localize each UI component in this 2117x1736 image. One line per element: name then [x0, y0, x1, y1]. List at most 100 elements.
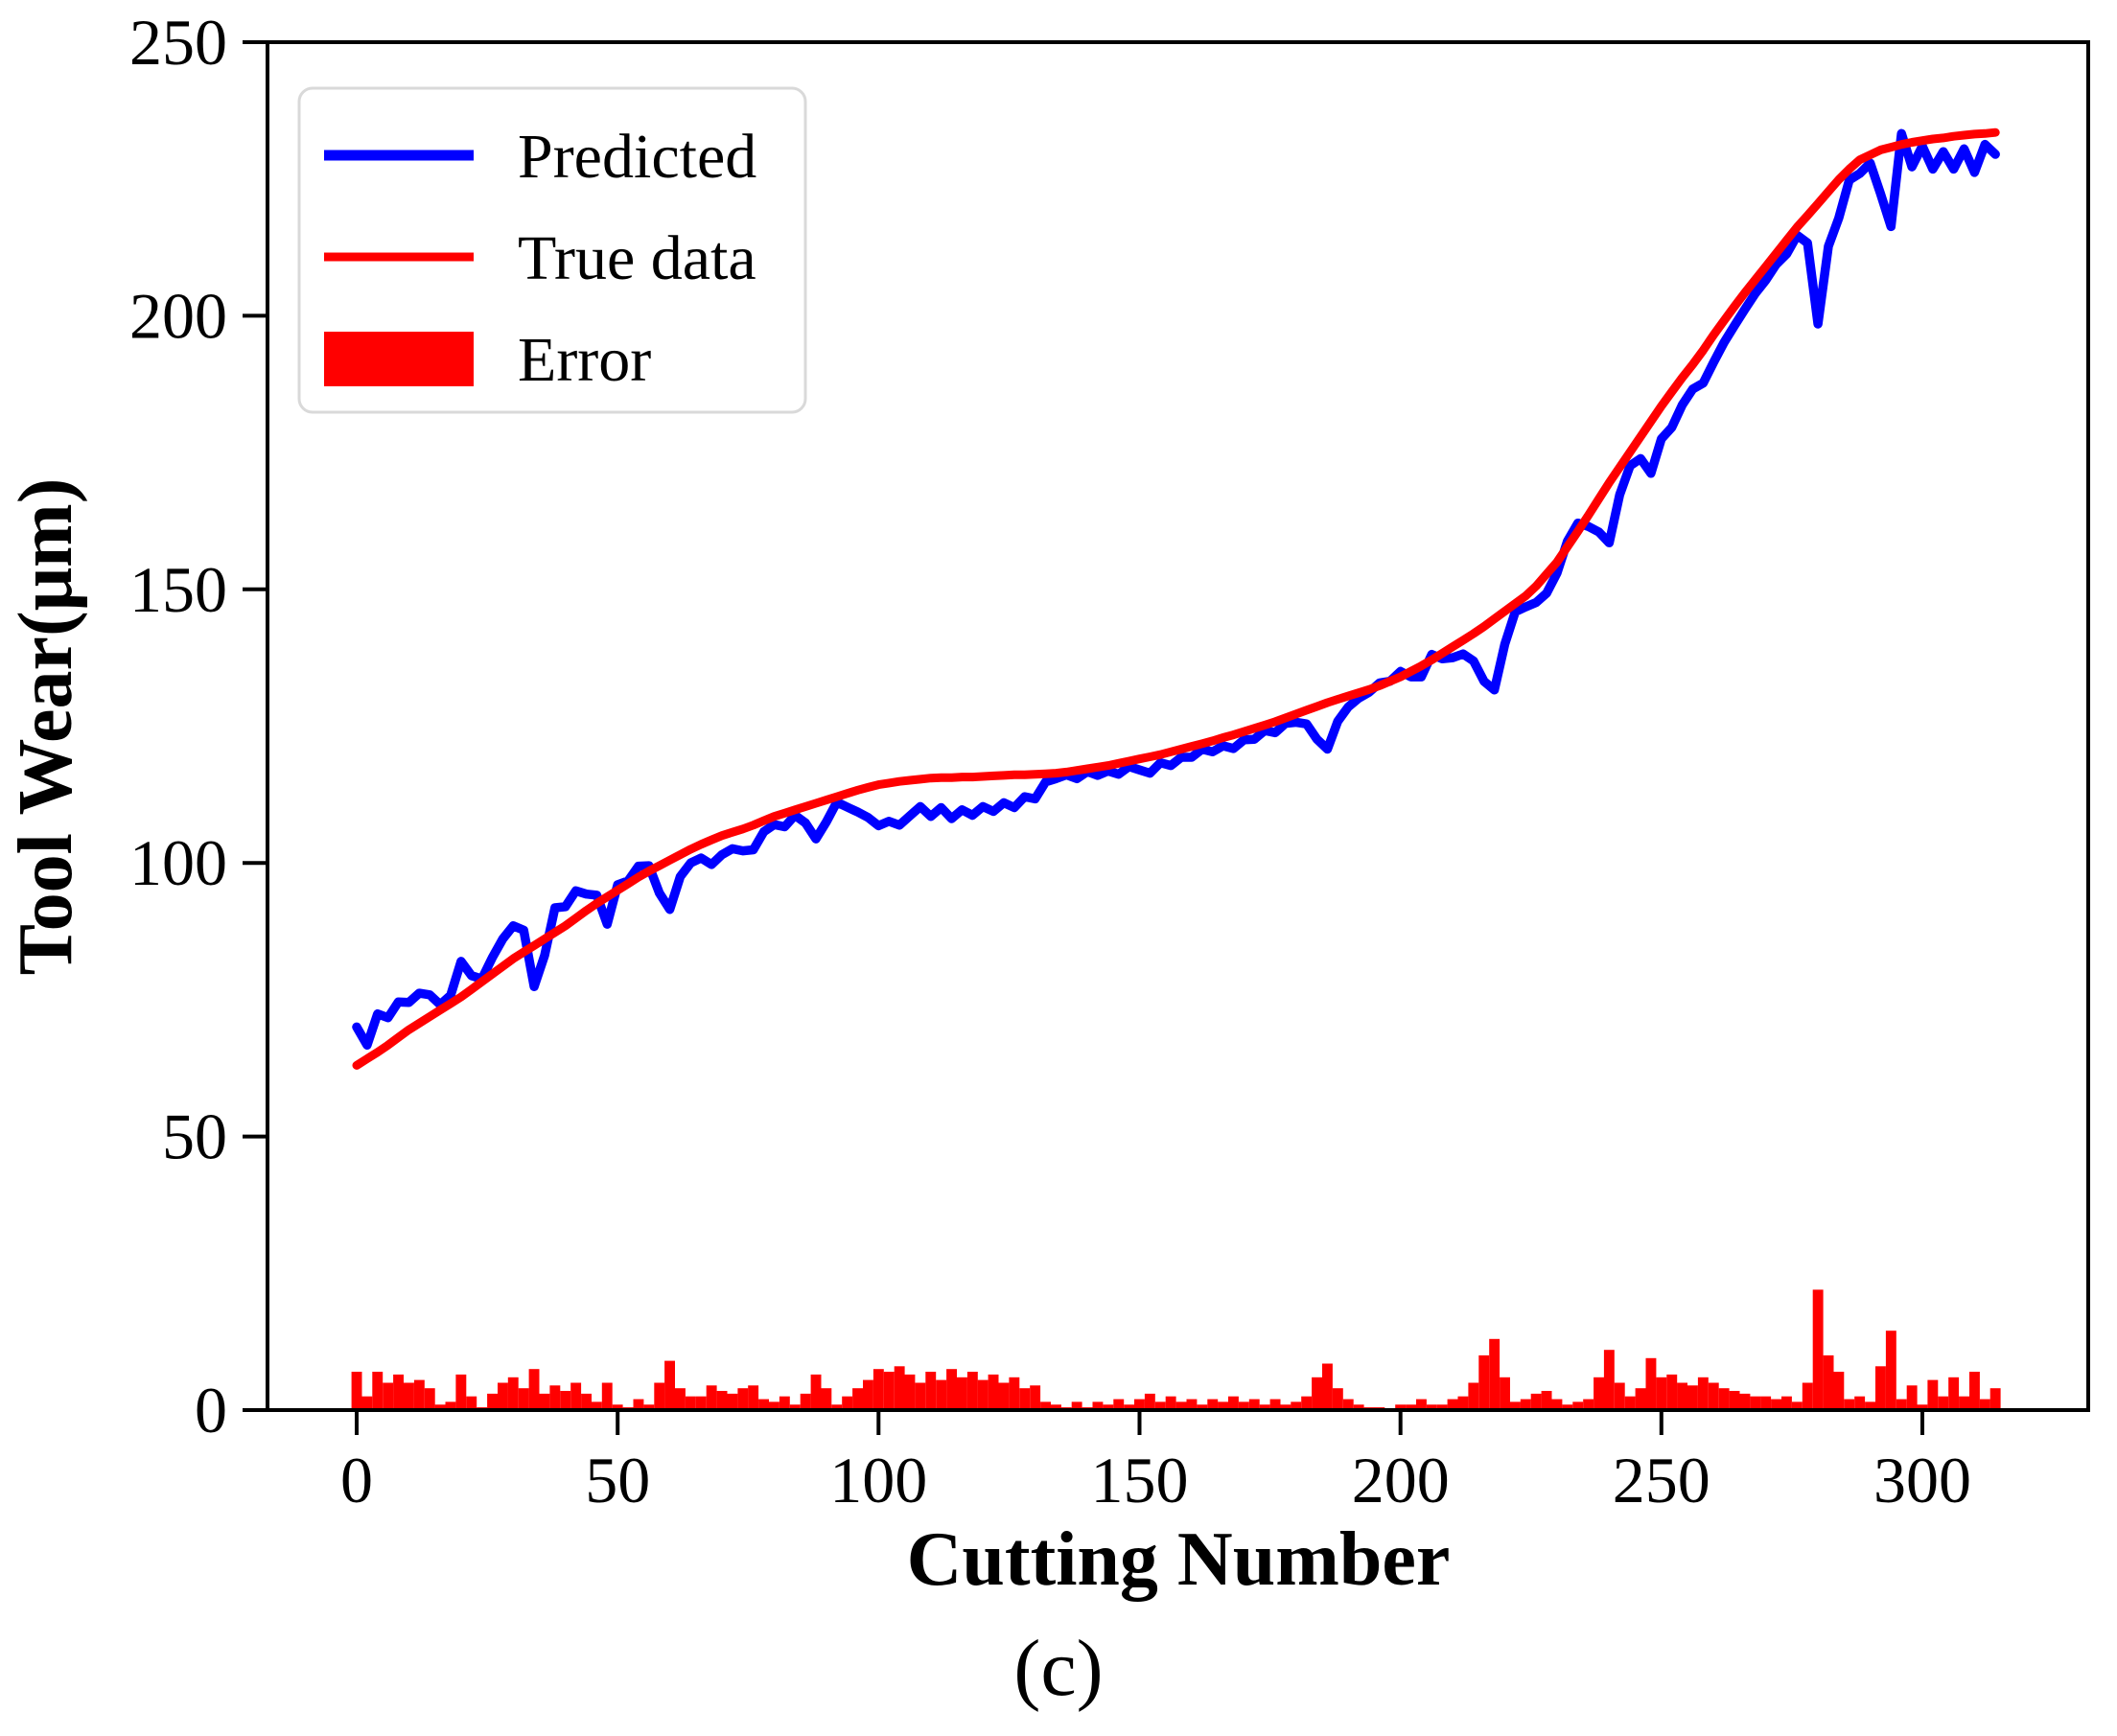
error-bar	[1624, 1396, 1636, 1410]
error-bar	[863, 1379, 873, 1410]
error-bar	[1165, 1396, 1176, 1410]
error-bar	[695, 1396, 707, 1410]
error-bar	[1342, 1399, 1354, 1410]
error-bar	[466, 1396, 477, 1410]
error-bar	[1009, 1377, 1020, 1410]
error-bar	[1739, 1393, 1751, 1410]
error-bar	[1103, 1404, 1114, 1410]
error-bar	[1791, 1401, 1803, 1410]
error-bar	[1092, 1401, 1104, 1410]
x-tick-label: 100	[829, 1444, 927, 1516]
error-bar	[1175, 1401, 1187, 1410]
error-bar	[872, 1369, 884, 1410]
legend-label-error: Error	[518, 325, 651, 395]
error-bar	[1594, 1377, 1604, 1410]
error-bar	[1677, 1382, 1687, 1410]
error-bar	[883, 1372, 895, 1410]
error-bar	[842, 1396, 853, 1410]
true-data-line	[352, 127, 2000, 1070]
y-tick-label: 250	[129, 6, 227, 79]
error-bar	[1051, 1404, 1061, 1410]
error-bars	[351, 1289, 2001, 1410]
error-bar	[1248, 1399, 1260, 1410]
error-bar	[1989, 1388, 2001, 1410]
error-bar	[633, 1399, 644, 1410]
error-bar	[998, 1382, 1010, 1410]
error-bar	[831, 1404, 843, 1410]
error-bar	[612, 1404, 623, 1410]
error-bar	[549, 1385, 561, 1410]
error-bar	[643, 1404, 655, 1410]
subfigure-caption: (c)	[1013, 1624, 1104, 1713]
legend-box	[297, 86, 807, 414]
error-bar	[1635, 1388, 1646, 1410]
error-bar	[800, 1393, 811, 1410]
error-bar	[1426, 1404, 1437, 1410]
error-bar	[1917, 1404, 1928, 1410]
error-bar	[424, 1388, 435, 1410]
error-bar	[1259, 1404, 1270, 1410]
error-bar	[977, 1379, 989, 1410]
error-bar	[1645, 1357, 1657, 1410]
error-bar	[1687, 1385, 1698, 1410]
error-bar	[664, 1360, 675, 1410]
error-bar	[1760, 1396, 1772, 1410]
error-bar	[1030, 1385, 1041, 1410]
error-bar	[1134, 1399, 1145, 1410]
error-bar	[1124, 1404, 1135, 1410]
error-bar	[1948, 1377, 1960, 1410]
error-bar	[1572, 1401, 1584, 1410]
error-bar	[915, 1382, 926, 1410]
x-tick-label: 250	[1613, 1444, 1710, 1516]
error-bar	[560, 1391, 571, 1410]
error-bar	[1771, 1399, 1781, 1410]
x-tick-label: 0	[340, 1444, 373, 1516]
error-bar	[1697, 1377, 1709, 1410]
error-bar	[1406, 1404, 1416, 1410]
error-bar	[904, 1374, 916, 1410]
error-bar	[936, 1379, 947, 1410]
error-bar	[1332, 1388, 1343, 1410]
error-bar	[1906, 1385, 1918, 1410]
error-bar	[1291, 1401, 1302, 1410]
error-bar	[1436, 1404, 1448, 1410]
error-bar	[1885, 1331, 1896, 1410]
error-bar	[591, 1401, 602, 1410]
error-bar	[601, 1382, 613, 1410]
error-bar	[1969, 1372, 1980, 1410]
error-bar	[1927, 1379, 1939, 1410]
error-bar	[988, 1374, 999, 1410]
error-bar	[1959, 1396, 1969, 1410]
error-bar	[1312, 1377, 1322, 1410]
x-tick-label: 50	[585, 1444, 650, 1516]
error-bar	[383, 1382, 394, 1410]
error-bar	[1040, 1401, 1051, 1410]
error-bar	[1207, 1399, 1219, 1410]
error-bar	[1489, 1338, 1501, 1410]
legend-label-predicted: Predicted	[518, 122, 756, 192]
y-tick-label: 150	[129, 553, 227, 626]
error-bar	[507, 1377, 519, 1410]
error-bar	[498, 1382, 508, 1410]
error-bar	[1395, 1404, 1407, 1410]
error-bar	[1718, 1388, 1730, 1410]
error-bar	[1353, 1404, 1364, 1410]
error-bar	[1865, 1401, 1875, 1410]
error-bar	[1238, 1401, 1249, 1410]
error-bar	[685, 1396, 696, 1410]
error-bar	[1468, 1382, 1479, 1410]
error-bar	[1541, 1391, 1552, 1410]
error-bar	[1113, 1399, 1125, 1410]
error-bar	[748, 1385, 759, 1410]
error-bar	[445, 1401, 456, 1410]
error-bar	[1781, 1396, 1792, 1410]
error-bar	[946, 1369, 957, 1410]
error-bar	[779, 1396, 790, 1410]
error-bar	[1614, 1382, 1625, 1410]
error-bar	[1228, 1396, 1239, 1410]
error-bar	[675, 1388, 686, 1410]
error-bar	[393, 1374, 404, 1410]
error-bar	[810, 1374, 822, 1410]
